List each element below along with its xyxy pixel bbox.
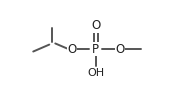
Text: O: O (91, 19, 100, 32)
Text: OH: OH (87, 68, 104, 78)
Text: P: P (92, 43, 99, 56)
Text: O: O (67, 43, 77, 56)
Text: O: O (116, 43, 125, 56)
